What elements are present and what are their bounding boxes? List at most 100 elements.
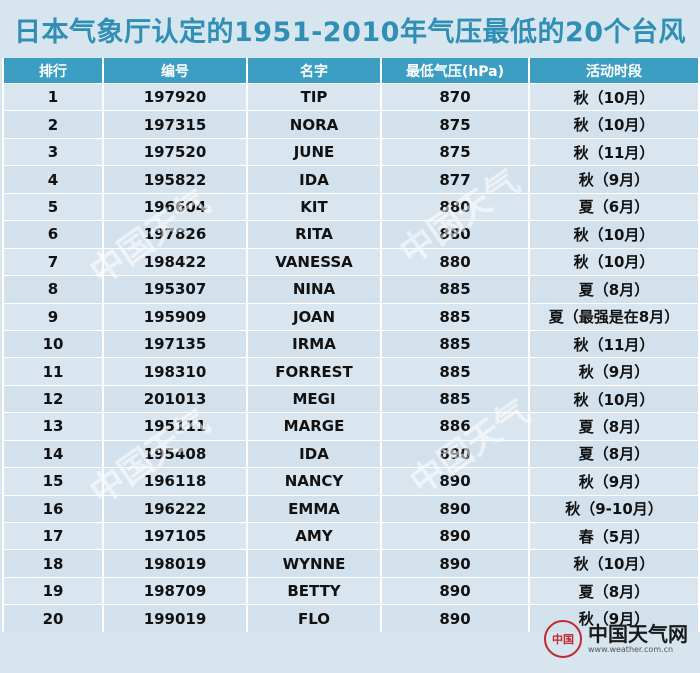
cell-rank: 2 — [2, 110, 104, 139]
cell-pressure: 890 — [380, 521, 530, 550]
cell-id: 197826 — [102, 220, 248, 249]
cell-pressure: 890 — [380, 576, 530, 605]
cell-rank: 9 — [2, 302, 104, 331]
header-period: 活动时段 — [528, 58, 700, 84]
cell-id: 198709 — [102, 576, 248, 605]
cell-id: 195111 — [102, 412, 248, 441]
cell-period: 夏（8月） — [528, 412, 700, 441]
cell-rank: 14 — [2, 439, 104, 468]
cell-pressure: 885 — [380, 275, 530, 303]
table-body: 1 197920 TIP 870 秋（10月） 2 197315 NORA 875 秋（10月） 3… — [2, 82, 700, 632]
seal-icon: 中国 — [544, 620, 582, 658]
cell-name: AMY — [246, 521, 382, 550]
typhoon-table: 排行 编号 名字 最低气压(hPa) 活动时段 1 197920 TIP 870 秋（1… — [2, 58, 700, 632]
cell-pressure: 886 — [380, 412, 530, 441]
cell-rank: 13 — [2, 412, 104, 441]
cell-id: 196222 — [102, 494, 248, 523]
cell-period: 夏（8月） — [528, 275, 700, 303]
cell-name: MEGI — [246, 384, 382, 413]
cell-id: 199019 — [102, 604, 248, 632]
cell-id: 196118 — [102, 467, 248, 496]
cell-pressure: 885 — [380, 302, 530, 331]
cell-name: IRMA — [246, 329, 382, 358]
cell-name: NINA — [246, 275, 382, 303]
header-name: 名字 — [246, 58, 382, 84]
cell-rank: 15 — [2, 467, 104, 496]
table-row: 3 197520 JUNE 875 秋（11月） — [2, 137, 700, 166]
cell-pressure: 890 — [380, 604, 530, 632]
table-row: 16 196222 EMMA 890 秋（9-10月） — [2, 494, 700, 523]
cell-period: 夏（6月） — [528, 192, 700, 221]
cell-pressure: 885 — [380, 384, 530, 413]
cell-period: 秋（9-10月） — [528, 494, 700, 523]
cell-name: TIP — [246, 82, 382, 111]
cell-period: 秋（9月） — [528, 357, 700, 386]
table-row: 12 201013 MEGI 885 秋（10月） — [2, 384, 700, 413]
cell-pressure: 877 — [380, 165, 530, 194]
table-row: 15 196118 NANCY 890 秋（9月） — [2, 467, 700, 496]
logo-name: 中国天气网 — [588, 622, 688, 646]
table-row: 17 197105 AMY 890 春（5月） — [2, 521, 700, 550]
cell-period: 夏（最强是在8月） — [528, 302, 700, 331]
cell-period: 秋（10月） — [528, 549, 700, 578]
cell-rank: 11 — [2, 357, 104, 386]
cell-rank: 18 — [2, 549, 104, 578]
cell-pressure: 890 — [380, 549, 530, 578]
cell-period: 夏（8月） — [528, 439, 700, 468]
cell-rank: 16 — [2, 494, 104, 523]
cell-period: 秋（11月） — [528, 137, 700, 166]
cell-id: 195408 — [102, 439, 248, 468]
cell-rank: 4 — [2, 165, 104, 194]
cell-period: 秋（10月） — [528, 220, 700, 249]
cell-period: 秋（9月） — [528, 467, 700, 496]
cell-period: 秋（10月） — [528, 110, 700, 139]
logo-url: www.weather.com.cn — [588, 645, 674, 654]
cell-rank: 12 — [2, 384, 104, 413]
cell-name: FLO — [246, 604, 382, 632]
cell-name: NORA — [246, 110, 382, 139]
table-row: 6 197826 RITA 880 秋（10月） — [2, 220, 700, 249]
cell-pressure: 890 — [380, 494, 530, 523]
cell-rank: 10 — [2, 329, 104, 358]
table-row: 7 198422 VANESSA 880 秋（10月） — [2, 247, 700, 276]
header-rank: 排行 — [2, 58, 104, 84]
table-row: 8 195307 NINA 885 夏（8月） — [2, 275, 700, 303]
cell-name: MARGE — [246, 412, 382, 441]
cell-rank: 5 — [2, 192, 104, 221]
weather-logo: 中国 中国天气网 www.weather.com.cn — [544, 619, 688, 659]
cell-name: FORREST — [246, 357, 382, 386]
cell-id: 196604 — [102, 192, 248, 221]
cell-rank: 7 — [2, 247, 104, 276]
cell-rank: 6 — [2, 220, 104, 249]
cell-name: WYNNE — [246, 549, 382, 578]
table-row: 4 195822 IDA 877 秋（9月） — [2, 165, 700, 194]
cell-id: 198019 — [102, 549, 248, 578]
cell-period: 春（5月） — [528, 521, 700, 550]
cell-pressure: 875 — [380, 110, 530, 139]
cell-rank: 20 — [2, 604, 104, 632]
cell-pressure: 870 — [380, 82, 530, 111]
cell-pressure: 885 — [380, 329, 530, 358]
cell-id: 198422 — [102, 247, 248, 276]
page-title: 日本气象厅认定的1951-2010年气压最低的20个台风 — [13, 16, 687, 48]
cell-period: 秋（10月） — [528, 247, 700, 276]
cell-period: 夏（8月） — [528, 576, 700, 605]
cell-pressure: 880 — [380, 247, 530, 276]
table-row: 9 195909 JOAN 885 夏（最强是在8月） — [2, 302, 700, 331]
cell-id: 195909 — [102, 302, 248, 331]
cell-pressure: 880 — [380, 192, 530, 221]
header-id: 编号 — [102, 58, 248, 84]
cell-rank: 3 — [2, 137, 104, 166]
cell-rank: 8 — [2, 275, 104, 303]
cell-period: 秋（10月） — [528, 82, 700, 111]
cell-rank: 17 — [2, 521, 104, 550]
table-row: 14 195408 IDA 890 夏（8月） — [2, 439, 700, 468]
cell-id: 197135 — [102, 329, 248, 358]
cell-pressure: 880 — [380, 220, 530, 249]
table-row: 10 197135 IRMA 885 秋（11月） — [2, 329, 700, 358]
cell-name: RITA — [246, 220, 382, 249]
cell-name: KIT — [246, 192, 382, 221]
table-row: 11 198310 FORREST 885 秋（9月） — [2, 357, 700, 386]
cell-pressure: 890 — [380, 467, 530, 496]
